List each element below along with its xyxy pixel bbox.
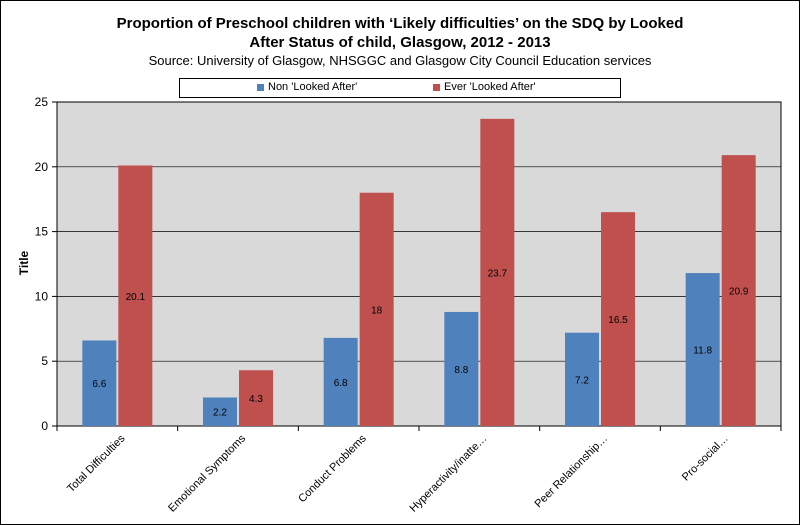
bar-s0-c3 (444, 311, 479, 426)
y-tick-label-25: 25 (35, 95, 49, 109)
y-tick-label-10: 10 (35, 289, 49, 303)
bar-s0-c5 (685, 273, 720, 426)
bar-s1-c5 (721, 155, 756, 427)
legend-swatch-non-looked-after (257, 83, 264, 91)
data-label-s0-c0: 6.6 (92, 379, 106, 390)
legend-swatch-ever-looked-after (433, 83, 440, 91)
x-tick-label-5: Pro-social… (680, 433, 731, 484)
x-tick-label-1: Emotional Symptoms (166, 432, 248, 514)
data-label-s1-c1: 4.3 (249, 394, 263, 405)
data-label-s1-c2: 18 (371, 305, 383, 316)
legend-label-non-looked-after: Non 'Looked After' (268, 81, 358, 93)
y-axis-label: Title (17, 250, 31, 275)
legend: Non 'Looked After' Ever 'Looked After' (179, 78, 621, 98)
y-tick-label-5: 5 (41, 354, 48, 368)
bar-s0-c4 (565, 332, 599, 426)
data-label-s1-c3: 23.7 (488, 268, 508, 279)
x-tick-label-2: Conduct Problems (296, 432, 369, 505)
data-label-s0-c5: 11.8 (693, 346, 712, 357)
legend-item-ever-looked-after: Ever 'Looked After' (433, 81, 536, 93)
legend-item-non-looked-after: Non 'Looked After' (257, 81, 357, 93)
x-tick-label-0: Total Difficulties (65, 432, 128, 495)
chart-title-line2: After Status of child, Glasgow, 2012 - 2… (249, 34, 551, 51)
legend-label-ever-looked-after: Ever 'Looked After' (444, 81, 536, 93)
data-label-s0-c2: 6.8 (334, 378, 348, 389)
data-label-s1-c4: 16.5 (608, 315, 628, 326)
bar-s1-c4 (601, 212, 635, 426)
data-label-s0-c1: 2.2 (213, 408, 227, 419)
plot-area (56, 101, 782, 427)
data-label-s0-c4: 7.2 (575, 375, 589, 386)
y-tick-label-0: 0 (41, 419, 48, 433)
bar-s1-c2 (359, 192, 394, 426)
data-label-s0-c3: 8.8 (454, 365, 468, 376)
y-tick-label-15: 15 (35, 225, 49, 239)
x-tick-label-3: Hyperactivity/inatte… (407, 433, 489, 515)
bar-s1-c0 (118, 165, 153, 426)
data-label-s1-c5: 20.9 (729, 287, 749, 298)
y-tick-label-20: 20 (35, 160, 49, 174)
bar-s0-c2 (323, 337, 358, 426)
bar-s0-c0 (82, 340, 117, 426)
bar-s0-c1 (203, 397, 237, 426)
bar-s1-c3 (480, 118, 515, 427)
x-tick-label-4: Peer Relationship… (532, 433, 610, 511)
data-label-s1-c0: 20.1 (126, 292, 146, 303)
chart-subtitle: Source: University of Glasgow, NHSGGC an… (148, 53, 652, 68)
chart-title-line1: Proportion of Preschool children with ‘L… (116, 15, 684, 32)
bar-s1-c1 (239, 370, 273, 426)
